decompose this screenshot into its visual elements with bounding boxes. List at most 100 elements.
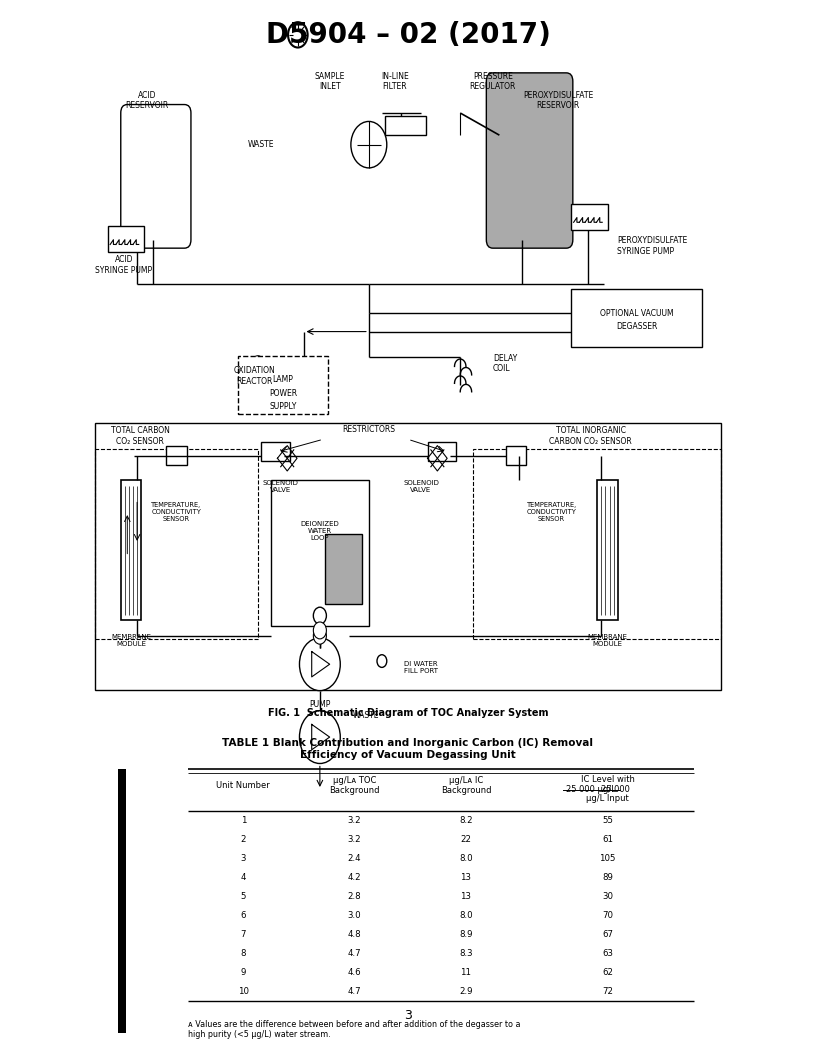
FancyBboxPatch shape (261, 442, 290, 461)
Text: 9: 9 (241, 968, 246, 977)
Text: TOTAL CARBON
CO₂ SENSOR: TOTAL CARBON CO₂ SENSOR (111, 427, 170, 446)
FancyBboxPatch shape (166, 446, 187, 465)
Text: 2: 2 (241, 835, 246, 844)
FancyBboxPatch shape (486, 73, 573, 248)
Text: Efficiency of Vacuum Degassing Unit: Efficiency of Vacuum Degassing Unit (300, 750, 516, 760)
Text: 4.7: 4.7 (348, 949, 361, 958)
Text: 22: 22 (460, 835, 472, 844)
Text: WASTE: WASTE (248, 140, 274, 149)
Circle shape (313, 622, 326, 639)
Text: OPTIONAL VACUUM: OPTIONAL VACUUM (600, 308, 673, 318)
FancyBboxPatch shape (238, 356, 328, 414)
Text: ᴀ Values are the difference between before and after addition of the degasser to: ᴀ Values are the difference between befo… (188, 1020, 520, 1039)
Text: 8.0: 8.0 (459, 854, 472, 863)
Circle shape (313, 607, 326, 624)
Text: SAMPLE
INLET: SAMPLE INLET (314, 72, 345, 91)
Circle shape (313, 627, 326, 644)
Text: Unit Number: Unit Number (216, 781, 270, 790)
FancyBboxPatch shape (506, 446, 526, 465)
Text: TEMPERATURE,
CONDUCTIVITY
SENSOR: TEMPERATURE, CONDUCTIVITY SENSOR (526, 503, 577, 522)
FancyBboxPatch shape (121, 105, 191, 248)
Text: WASTE: WASTE (353, 712, 379, 720)
Text: TOTAL INORGANIC
CARBON CO₂ SENSOR: TOTAL INORGANIC CARBON CO₂ SENSOR (549, 427, 632, 446)
Text: 7: 7 (241, 930, 246, 939)
Text: OXIDATION
REACTOR: OXIDATION REACTOR (233, 366, 276, 385)
Text: D5904 – 02 (2017): D5904 – 02 (2017) (265, 21, 551, 49)
FancyBboxPatch shape (325, 534, 362, 604)
Text: 4.8: 4.8 (348, 930, 361, 939)
Text: 13: 13 (460, 873, 472, 882)
Text: TABLE 1 Blank Contribution and Inorganic Carbon (IC) Removal: TABLE 1 Blank Contribution and Inorganic… (223, 738, 593, 749)
Text: 105: 105 (599, 854, 616, 863)
Text: 70: 70 (602, 911, 613, 920)
Text: ACID
RESERVOIR: ACID RESERVOIR (125, 91, 169, 110)
Text: 63: 63 (602, 949, 613, 958)
Text: DELAY
COIL: DELAY COIL (493, 354, 517, 373)
Text: 8: 8 (241, 949, 246, 958)
Text: 62: 62 (602, 968, 613, 977)
Text: 8.3: 8.3 (459, 949, 472, 958)
Text: POWER: POWER (269, 389, 297, 398)
Text: 72: 72 (602, 987, 613, 996)
Circle shape (299, 638, 340, 691)
Text: 4.2: 4.2 (348, 873, 361, 882)
FancyBboxPatch shape (108, 226, 144, 252)
Text: 4: 4 (241, 873, 246, 882)
Text: IC Level with: IC Level with (581, 775, 635, 784)
Text: 2.8: 2.8 (348, 892, 361, 901)
Text: μg/L Input: μg/L Input (586, 794, 629, 803)
Text: 4.6: 4.6 (348, 968, 361, 977)
Text: SOLENOID
VALVE: SOLENOID VALVE (403, 480, 439, 493)
Text: 5: 5 (241, 892, 246, 901)
Text: DEIONIZED
WATER
LOOP: DEIONIZED WATER LOOP (300, 522, 339, 542)
Circle shape (299, 711, 340, 763)
FancyBboxPatch shape (597, 480, 618, 620)
Text: 13: 13 (460, 892, 472, 901)
FancyBboxPatch shape (571, 289, 702, 347)
Text: 3: 3 (404, 1010, 412, 1022)
Text: μg/Lᴀ IC
Background: μg/Lᴀ IC Background (441, 776, 491, 795)
Text: 1: 1 (241, 816, 246, 825)
Text: 67: 67 (602, 930, 613, 939)
Text: 55: 55 (602, 816, 613, 825)
Text: PRESSURE
REGULATOR: PRESSURE REGULATOR (470, 72, 516, 91)
Text: PUMP: PUMP (309, 700, 330, 709)
FancyBboxPatch shape (121, 480, 141, 620)
Text: DEGASSER: DEGASSER (616, 322, 657, 332)
Text: IN-LINE
FILTER: IN-LINE FILTER (381, 72, 409, 91)
Text: 10: 10 (237, 987, 249, 996)
Text: PEROXYDISULFATE
RESERVOIR: PEROXYDISULFATE RESERVOIR (523, 91, 593, 110)
Text: MEMBRANE
MODULE: MEMBRANE MODULE (111, 635, 151, 647)
Text: 3: 3 (241, 854, 246, 863)
Circle shape (351, 121, 387, 168)
Text: 8.0: 8.0 (459, 911, 472, 920)
FancyBboxPatch shape (118, 1001, 126, 1033)
Text: 25 000: 25 000 (601, 786, 630, 794)
Text: 3.2: 3.2 (348, 816, 361, 825)
Text: 4.7: 4.7 (348, 987, 361, 996)
Circle shape (288, 22, 308, 48)
Text: 8.2: 8.2 (459, 816, 472, 825)
Text: 8.9: 8.9 (459, 930, 472, 939)
Text: LAMP: LAMP (273, 375, 294, 384)
Text: PEROXYDISULFATE
SYRINGE PUMP: PEROXYDISULFATE SYRINGE PUMP (617, 237, 687, 256)
Text: 25 000 μg/L: 25 000 μg/L (566, 786, 616, 794)
Text: DI WATER
FILL PORT: DI WATER FILL PORT (404, 661, 438, 674)
Text: 3.0: 3.0 (348, 911, 361, 920)
Text: μg/Lᴀ TOC
Background: μg/Lᴀ TOC Background (330, 776, 380, 795)
Text: 3.2: 3.2 (348, 835, 361, 844)
Text: MEMBRANE
MODULE: MEMBRANE MODULE (588, 635, 628, 647)
Text: TEMPERATURE,
CONDUCTIVITY
SENSOR: TEMPERATURE, CONDUCTIVITY SENSOR (151, 503, 202, 522)
Text: ACID
SYRINGE PUMP: ACID SYRINGE PUMP (95, 256, 153, 275)
FancyBboxPatch shape (385, 116, 426, 135)
Text: SOLENOID
VALVE: SOLENOID VALVE (263, 480, 299, 493)
FancyBboxPatch shape (271, 480, 369, 626)
Text: 6: 6 (241, 911, 246, 920)
Text: 61: 61 (602, 835, 613, 844)
Text: 11: 11 (460, 968, 472, 977)
FancyBboxPatch shape (428, 442, 456, 461)
Text: 2.9: 2.9 (459, 987, 472, 996)
Text: SUPPLY: SUPPLY (269, 401, 297, 411)
Text: 89: 89 (602, 873, 613, 882)
Text: 2.4: 2.4 (348, 854, 361, 863)
